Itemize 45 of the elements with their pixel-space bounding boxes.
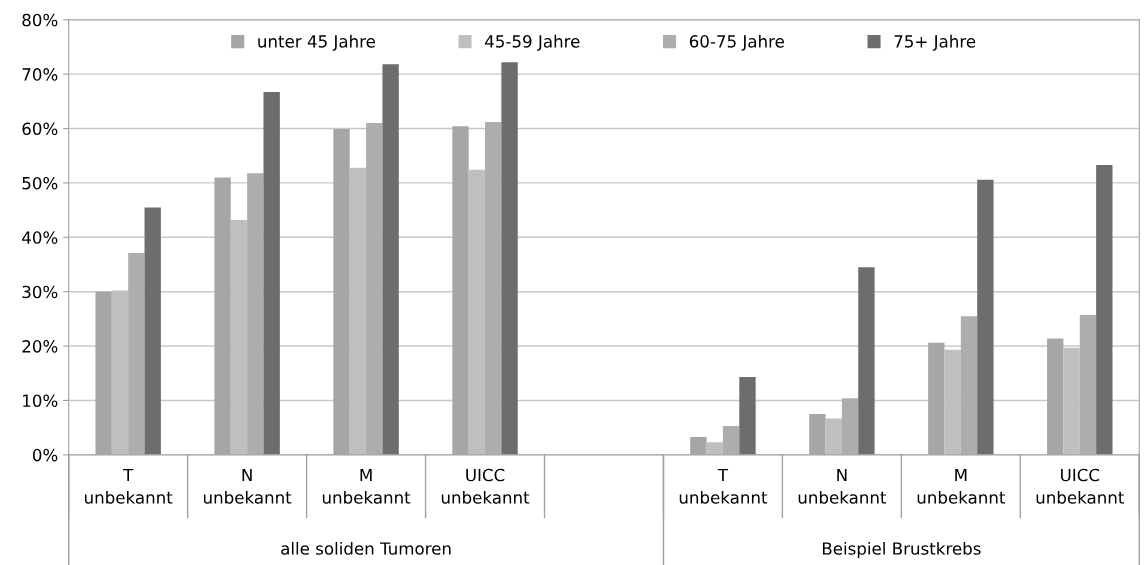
x-tick-label: N unbekannt (203, 468, 292, 504)
bar (128, 253, 145, 455)
bar (230, 219, 248, 455)
bar (144, 207, 161, 455)
x-tick-label: T unbekannt (85, 468, 173, 504)
bar (858, 267, 875, 455)
y-tick-label: 50% (22, 176, 58, 190)
bar (825, 418, 842, 455)
y-tick-label: 10% (23, 394, 58, 408)
y-tick-label: 0% (32, 448, 58, 462)
x-tick-label: M unbekannt (917, 468, 1006, 504)
bar (722, 426, 740, 455)
x-tick-label: M unbekannt (322, 468, 411, 504)
bar (841, 398, 859, 455)
bar (706, 442, 723, 455)
y-tick-label: 40% (22, 231, 58, 244)
x-tick-label: UICC unbekannt (441, 468, 530, 504)
bar (960, 316, 978, 455)
bar (944, 349, 961, 455)
y-tick-label: 20% (22, 340, 58, 353)
legend-label: 75+ Jahre (894, 34, 976, 51)
y-tick-label: 70% (22, 68, 58, 81)
x-tick-label: T unbekannt (679, 468, 768, 504)
y-tick-label: 30% (22, 285, 58, 299)
bar (382, 64, 399, 455)
legend-label: unter 45 Jahre (258, 34, 375, 51)
y-tick-label: 60% (22, 122, 58, 136)
y-tick-label: 80% (22, 13, 58, 27)
bar (739, 377, 756, 455)
text: alle soliden Tumoren (281, 541, 451, 555)
bar (366, 123, 383, 455)
bar (349, 167, 367, 455)
bar (1079, 315, 1097, 455)
text: Beispiel Brustkrebs (822, 541, 981, 559)
legend-label: 60-75 Jahre (689, 34, 784, 51)
bar (977, 179, 994, 455)
legend-label: 45-59 Jahre (485, 34, 580, 51)
x-tick-label: UICC unbekannt (1036, 468, 1124, 504)
bar (485, 122, 502, 455)
bar (468, 169, 486, 455)
x-tick-label: N unbekannt (798, 468, 887, 504)
bar (501, 62, 518, 455)
bar (1096, 164, 1113, 455)
bar (247, 173, 264, 455)
bar (263, 92, 280, 455)
